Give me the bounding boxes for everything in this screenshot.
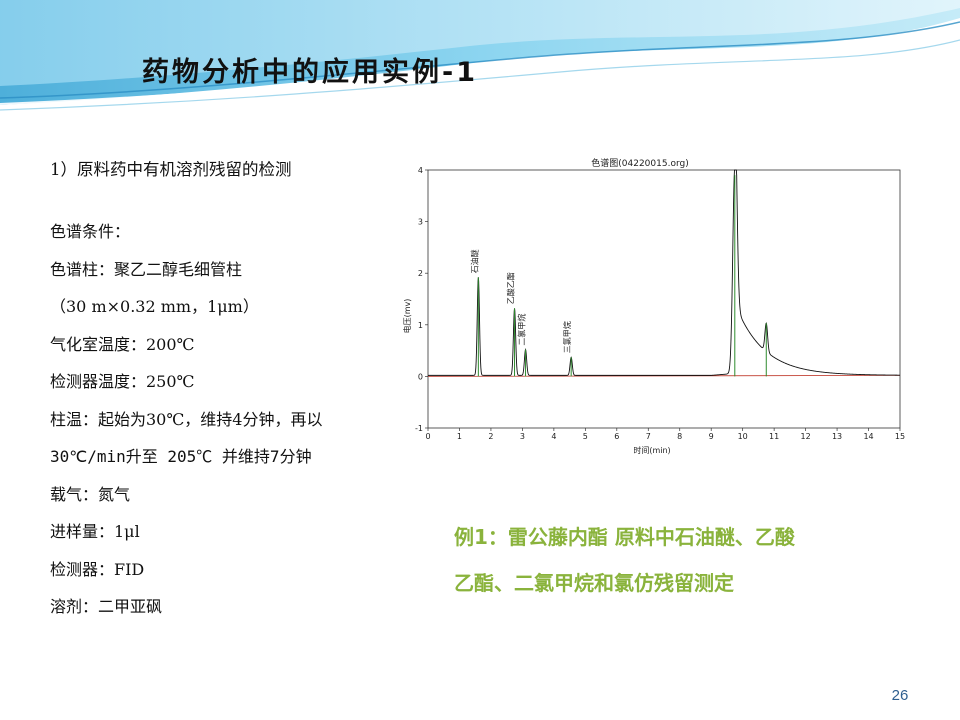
y-tick-label: -1: [415, 424, 423, 433]
page-number: 26: [891, 687, 909, 704]
x-tick-label: 0: [425, 432, 430, 441]
x-tick-label: 5: [583, 432, 588, 441]
peak-label: 乙酸乙酯: [506, 272, 516, 304]
x-tick-label: 13: [832, 432, 842, 441]
x-tick-label: 12: [801, 432, 811, 441]
condition-column-temp: 柱温：起始为30℃，维持4分钟，再以: [50, 409, 323, 429]
condition-solvent: 溶剂：二甲亚砜: [50, 597, 163, 616]
condition-detector: 检测器：FID: [50, 559, 145, 579]
example-caption: 例1：雷公藤内酯 原料中石油醚、乙酸 乙酯、二氯甲烷和氯仿残留测定: [454, 514, 924, 606]
condition-carrier-gas: 载气：氮气: [50, 484, 131, 504]
condition-detector-temp: 检测器温度：250℃: [50, 372, 195, 391]
x-tick-label: 9: [709, 432, 714, 441]
chart-y-label: 电压(mv): [402, 299, 412, 334]
x-tick-label: 14: [863, 432, 873, 441]
x-tick-label: 10: [738, 432, 748, 441]
baseline: [427, 374, 901, 377]
x-tick-label: 4: [551, 432, 556, 441]
condition-vaporizer-temp: 气化室温度：200℃: [50, 334, 195, 354]
slide-title: 药物分析中的应用实例-1: [142, 57, 478, 88]
peak-label: 石油醚: [469, 249, 479, 273]
chart-frame: [427, 169, 901, 429]
x-tick-label: 8: [677, 432, 682, 441]
x-tick-label: 11: [769, 432, 779, 441]
x-tick-label: 6: [614, 432, 619, 441]
chart-title: 色谱图(04220015.org): [591, 157, 688, 169]
condition-column-spec: （30 m×0.32 mm，1μm）: [50, 297, 259, 316]
x-tick-label: 15: [895, 432, 905, 441]
y-tick-label: 3: [418, 218, 423, 227]
condition-injection-volume: 进样量：1μl: [50, 522, 140, 541]
x-tick-label: 1: [457, 432, 462, 441]
x-tick-label: 3: [520, 432, 525, 441]
signal-trace: [428, 169, 901, 376]
chart-x-label: 时间(min): [633, 445, 670, 455]
condition-column: 色谱柱：聚乙二醇毛细管柱: [50, 259, 243, 279]
y-tick-label: 2: [418, 269, 423, 278]
x-tick-label: 2: [488, 432, 493, 441]
example-caption-line-1: 例1：雷公藤内酯 原料中石油醚、乙酸: [454, 525, 795, 549]
peak-label: 三氯甲烷: [562, 321, 572, 353]
y-tick-label: 1: [418, 321, 423, 330]
condition-heading: 色谱条件：: [50, 222, 131, 241]
peak-label: 二氯甲烷: [517, 314, 527, 346]
y-tick-label: 0: [418, 372, 423, 381]
chromatography-conditions: 色谱条件： 色谱柱：聚乙二醇毛细管柱 （30 m×0.32 mm，1μm） 气化…: [50, 213, 395, 626]
x-tick-label: 7: [646, 432, 651, 441]
condition-temp-ramp: 30℃/min升至 205℃ 并维持7分钟: [50, 447, 312, 466]
example-caption-line-2: 乙酯、二氯甲烷和氯仿残留测定: [454, 571, 734, 595]
section-subtitle: 1）原料药中有机溶剂残留的检测: [50, 160, 292, 179]
y-tick-label: 4: [418, 166, 423, 175]
header-wave-decoration: [0, 0, 960, 111]
